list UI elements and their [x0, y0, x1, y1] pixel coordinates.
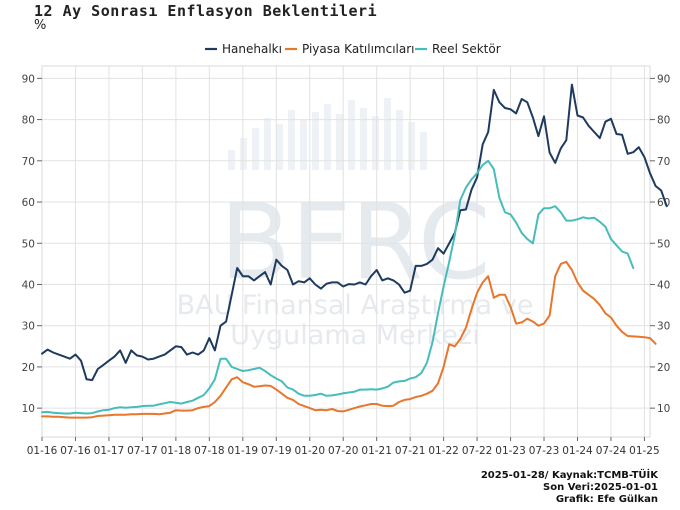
- watermark-bar: [252, 128, 259, 170]
- y-tick-label-right: 40: [657, 279, 670, 291]
- y-tick-label-right: 70: [657, 156, 670, 168]
- watermark-bar: [420, 132, 427, 170]
- y-tick-label-right: 20: [657, 362, 670, 374]
- y-tick-label-right: 50: [657, 238, 670, 250]
- y-tick-label-right: 30: [657, 321, 670, 333]
- footer-source: 2025-01-28/ Kaynak:TCMB-TÜİK: [480, 470, 658, 481]
- legend-label: Hanehalkı: [222, 42, 282, 56]
- watermark-bar: [372, 116, 379, 170]
- y-tick-label-right: 90: [657, 73, 670, 85]
- watermark-bar: [384, 98, 391, 170]
- watermark-bar: [408, 122, 415, 170]
- x-tick-label: 01-16: [27, 445, 58, 457]
- watermark-bar: [300, 120, 307, 170]
- watermark-bar: [276, 124, 283, 170]
- x-tick-label: 07-19: [261, 445, 292, 457]
- x-tick-label: 07-24: [596, 445, 627, 457]
- y-tick-label: 40: [22, 279, 35, 291]
- grid: [41, 66, 650, 437]
- chart-title: 12 Ay Sonrası Enflasyon Beklentileri: [34, 2, 378, 20]
- watermark-text: BAU Finansal Araştırma ve: [177, 290, 534, 321]
- y-tick-label: 10: [22, 403, 35, 415]
- series-line: [41, 83, 668, 382]
- footer-credit: Grafik: Efe Gülkan: [555, 494, 658, 505]
- x-tick-label: 01-20: [294, 445, 325, 457]
- plot-frame: [41, 65, 651, 438]
- footer-last-data: Son Veri:2025-01-01: [543, 482, 658, 493]
- watermark-bar: [228, 150, 235, 170]
- y-tick-label: 70: [22, 156, 35, 168]
- y-tick-label-right: 10: [657, 403, 670, 415]
- series-line: [41, 159, 635, 415]
- legend-label: Reel Sektör: [432, 42, 501, 56]
- y-tick-label-right: 80: [657, 115, 670, 127]
- watermark-bar: [360, 108, 367, 170]
- x-tick-label: 01-21: [361, 445, 392, 457]
- x-tick-label: 01-18: [161, 445, 192, 457]
- watermark-bar: [288, 110, 295, 170]
- series-lines: [41, 83, 668, 419]
- y-tick-label: 30: [22, 321, 35, 333]
- watermark-bar: [336, 114, 343, 170]
- x-tick-label: 01-23: [495, 445, 526, 457]
- x-tick-label: 07-20: [328, 445, 359, 457]
- x-tick-label: 01-22: [428, 445, 459, 457]
- x-tick-label: 01-19: [228, 445, 259, 457]
- y-tick-label: 80: [22, 115, 35, 127]
- series-line: [41, 260, 657, 419]
- x-tick-label: 01-17: [94, 445, 125, 457]
- watermark-bar: [264, 118, 271, 170]
- x-tick-label: 07-22: [462, 445, 493, 457]
- x-tick-label: 07-18: [194, 445, 225, 457]
- y-tick-label: 20: [22, 362, 35, 374]
- watermark-bar: [348, 100, 355, 170]
- y-tick-label: 60: [22, 197, 35, 209]
- x-tick-label: 07-16: [60, 445, 91, 457]
- watermark-bar: [312, 112, 319, 170]
- watermark-text: Uygulama Merkezi: [230, 320, 479, 351]
- x-tick-label: 01-24: [562, 445, 593, 457]
- watermark-bar: [240, 138, 247, 170]
- x-tick-label: 01-25: [629, 445, 660, 457]
- y-tick-label: 90: [22, 73, 35, 85]
- x-tick-label: 07-23: [529, 445, 560, 457]
- watermark-bar: [396, 110, 403, 170]
- legend: Hanehalkı Piyasa Katılımcıları Reel Sektör: [205, 42, 501, 56]
- x-tick-label: 07-17: [127, 445, 158, 457]
- y-tick-label: 50: [22, 238, 35, 250]
- x-tick-label: 07-21: [395, 445, 426, 457]
- legend-label: Piyasa Katılımcıları: [302, 42, 414, 56]
- y-axis-label: %: [34, 18, 47, 33]
- watermark-bar: [324, 104, 331, 170]
